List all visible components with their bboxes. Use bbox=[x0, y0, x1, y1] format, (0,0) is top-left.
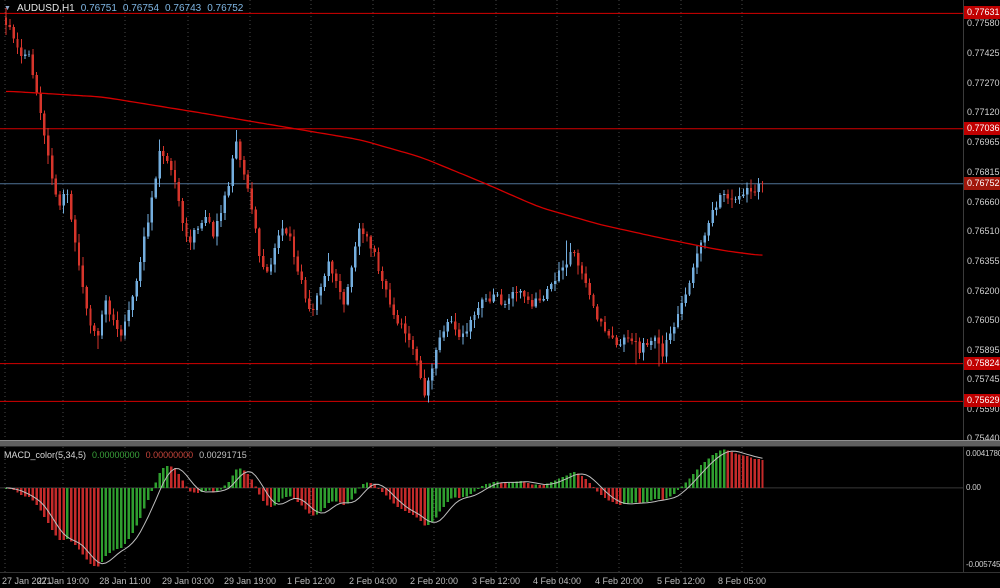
macd-value-2: 0.00000000 bbox=[145, 450, 194, 460]
macd-value-3: 0.00291715 bbox=[199, 450, 247, 460]
price-axis-label: 0.75745 bbox=[967, 373, 1000, 384]
time-axis-label: 5 Feb 12:00 bbox=[656, 576, 706, 586]
time-axis-label: 3 Feb 12:00 bbox=[471, 576, 521, 586]
macd-axis-zero-label: 0.00 bbox=[966, 482, 981, 492]
price-axis-label: 0.76510 bbox=[967, 225, 1000, 236]
time-axis-label: 4 Feb 04:00 bbox=[532, 576, 582, 586]
price-axis[interactable]: 0.77580 0.77425 0.77270 0.77120 0.76965 0.768… bbox=[963, 0, 1000, 588]
level-lines-group bbox=[0, 12, 963, 402]
symbol-dropdown-icon[interactable]: ▼ bbox=[4, 5, 11, 12]
time-axis-label: 2 Feb 04:00 bbox=[348, 576, 398, 586]
macd-signal-line bbox=[5, 450, 763, 565]
price-level-label: 0.77631 bbox=[964, 6, 1000, 20]
price-level-label: 0.75629 bbox=[964, 394, 1000, 408]
macd-indicator-label: MACD_color(5,34,5) bbox=[4, 450, 87, 460]
moving-average-line bbox=[6, 90, 763, 256]
time-axis-label: 8 Feb 05:00 bbox=[717, 576, 767, 586]
gridlines-group bbox=[4, 0, 743, 440]
close-value: 0.76752 bbox=[207, 3, 244, 14]
price-axis-label: 0.75590 bbox=[967, 403, 1000, 414]
time-axis-label: 27 Jan 19:00 bbox=[36, 576, 90, 586]
price-axis-label: 0.76965 bbox=[967, 137, 1000, 148]
time-axis-label: 2 Feb 20:00 bbox=[409, 576, 459, 586]
time-axis-label: 27 Jan 2021 bbox=[2, 576, 52, 586]
price-axis-label: 0.77425 bbox=[967, 48, 1000, 59]
time-axis-label: 4 Feb 20:00 bbox=[594, 576, 644, 586]
macd-histogram-group bbox=[4, 449, 764, 567]
time-axis-label: 28 Jan 11:00 bbox=[99, 576, 151, 586]
macd-header: MACD_color(5,34,5) 0.00000000 0.00000000… bbox=[4, 450, 247, 460]
time-axis[interactable]: 27 Jan 2021 27 Jan 19:00 28 Jan 11:00 29 Ja… bbox=[0, 572, 1000, 588]
price-axis-label: 0.77580 bbox=[967, 18, 1000, 29]
time-axis-label: 29 Jan 03:00 bbox=[161, 576, 215, 586]
price-axis-label: 0.77120 bbox=[967, 107, 1000, 118]
high-value: 0.76754 bbox=[122, 3, 160, 14]
price-axis-label: 0.76660 bbox=[967, 196, 1000, 207]
bid-price-label: 0.76752 bbox=[964, 176, 1000, 190]
price-level-label: 0.75824 bbox=[964, 356, 1000, 370]
price-axis-label: 0.76815 bbox=[967, 166, 1000, 177]
open-value: 0.76751 bbox=[80, 3, 117, 14]
macd-value-1: 0.00000000 bbox=[92, 450, 140, 460]
price-axis-label: 0.76050 bbox=[967, 314, 1000, 325]
price-level-label: 0.77036 bbox=[964, 121, 1000, 135]
time-axis-label: 29 Jan 19:00 bbox=[223, 576, 277, 586]
candles-group bbox=[4, 7, 764, 403]
low-value: 0.76743 bbox=[165, 3, 202, 14]
price-axis-label: 0.77270 bbox=[967, 78, 1000, 89]
chart-header: ▼ AUDUSD,H1 0.76751 0.76754 0.76743 0.76… bbox=[4, 3, 243, 14]
price-axis-label: 0.76200 bbox=[967, 285, 1000, 296]
macd-axis-min-label: -0.0057450 bbox=[966, 560, 1000, 569]
time-axis-label: 1 Feb 12:00 bbox=[286, 576, 336, 586]
panel-separator[interactable] bbox=[0, 440, 1000, 447]
macd-panel-canvas[interactable] bbox=[0, 447, 963, 572]
macd-gridlines-group bbox=[4, 447, 743, 572]
main-chart-canvas[interactable] bbox=[0, 0, 963, 440]
price-axis-label: 0.76355 bbox=[967, 255, 1000, 266]
price-axis-label: 0.75895 bbox=[967, 344, 1000, 355]
macd-axis-max-label: 0.0041780 bbox=[966, 449, 1000, 458]
symbol-timeframe-label: AUDUSD,H1 bbox=[16, 3, 75, 14]
price-axis-label: 0.75440 bbox=[967, 433, 1000, 444]
